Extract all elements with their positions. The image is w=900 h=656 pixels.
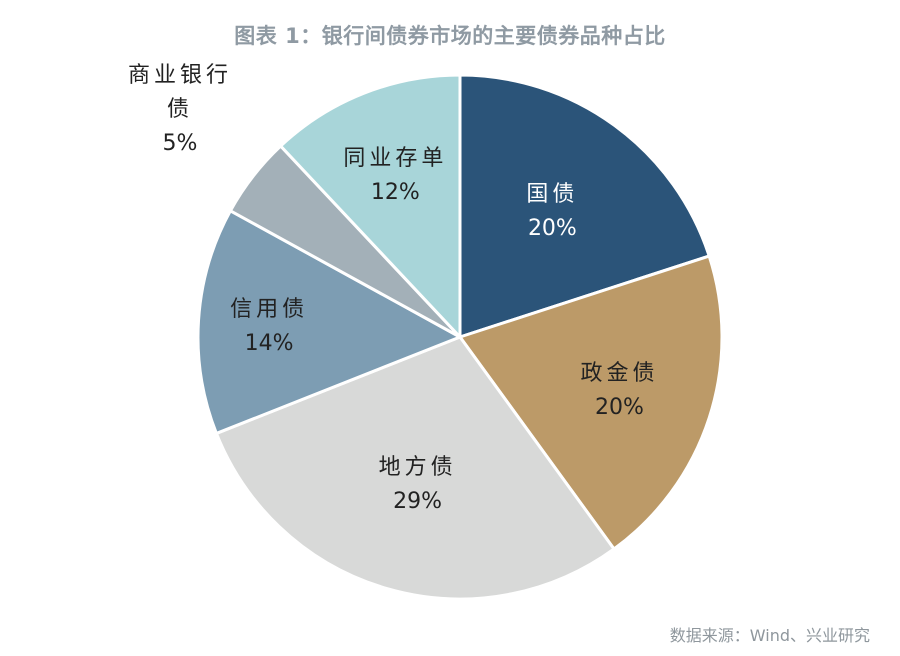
slice-value-label: 5% (163, 131, 198, 156)
slice-name-label: 同业存单 (343, 146, 447, 171)
chart-title: 图表 1：银行间债券市场的主要债券品种占比 (234, 24, 666, 48)
slice-value-label: 29% (393, 489, 442, 514)
slice-name-label: 地方债 (379, 455, 457, 480)
pie-slices (196, 73, 724, 601)
slice-value-label: 20% (528, 216, 577, 241)
slice-value-label: 20% (595, 395, 644, 420)
slice-value-label: 14% (245, 331, 294, 356)
pie-slice (278, 73, 462, 341)
slice-name-label: 信用债 (230, 297, 308, 322)
source-note: 数据来源：Wind、兴业研究 (669, 626, 870, 645)
pie-slice (196, 208, 464, 436)
slice-name-label: 商业银行债 (128, 63, 232, 122)
slice-value-label: 12% (371, 180, 420, 205)
pie-slice (457, 254, 724, 552)
pie-slice (214, 335, 617, 601)
pie-slice (458, 73, 712, 340)
slice-name-label: 国债 (526, 182, 578, 207)
pie-labels: 国债 20% 政金债 20% 地方债 29% 信用债 14% 商业银行债 5% 同业存单 12% (128, 63, 658, 514)
slice-name-label: 政金债 (580, 361, 658, 386)
